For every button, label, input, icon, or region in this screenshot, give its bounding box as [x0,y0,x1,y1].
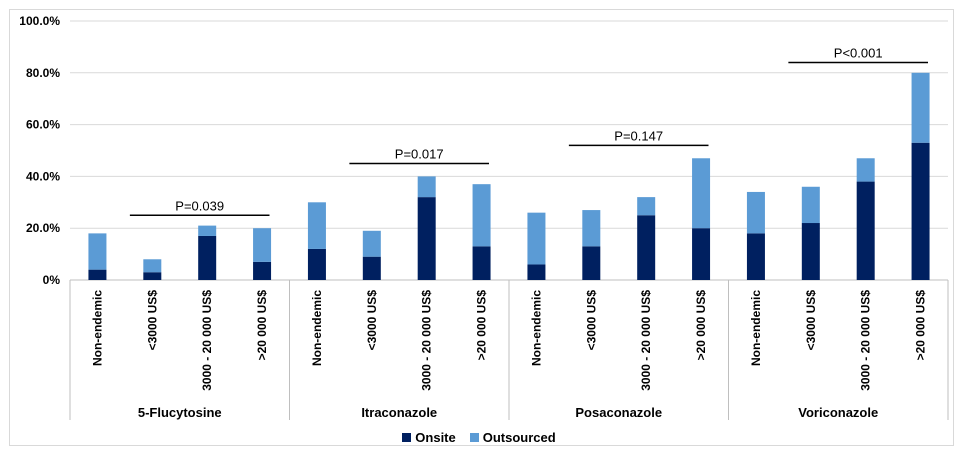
x-tick-label: <3000 US$ [145,290,159,351]
bar-outsourced [746,191,765,234]
y-tick-label: 20.0% [26,221,60,235]
x-tick-label: <3000 US$ [365,290,379,351]
bar-onsite [911,142,930,280]
bar-onsite [582,246,601,280]
bar-onsite [472,246,491,280]
bar-onsite [527,264,546,280]
p-value-label: P=0.017 [395,146,444,161]
y-tick-label: 40.0% [26,169,60,183]
x-tick-label: 3000 - 20 000 US$ [639,290,653,391]
legend-item-onsite: Onsite [402,429,456,445]
x-tick-label: >20 000 US$ [475,290,489,361]
bar-outsourced [472,184,491,247]
p-value-label: P=0.039 [175,198,224,213]
y-tick-label: 0% [43,273,61,287]
y-tick-label: 80.0% [26,66,60,80]
bar-outsourced [198,225,217,236]
bar-onsite [88,269,107,280]
bar-outsourced [801,186,820,224]
p-value-label: P<0.001 [834,45,883,60]
bar-outsourced [417,176,436,198]
legend-swatch-outsourced [469,432,479,442]
bar-outsourced [582,210,601,247]
x-tick-label: >20 000 US$ [694,290,708,361]
bar-outsourced [307,202,326,249]
bar-onsite [362,256,381,280]
y-tick-label: 60.0% [26,118,60,132]
group-label: Itraconazole [361,405,437,420]
x-tick-label: Non-endemic [310,290,324,366]
bar-outsourced [88,233,107,270]
bar-onsite [637,215,656,280]
legend-label-onsite: Onsite [415,429,456,445]
bar-onsite [746,233,765,280]
bar-onsite [143,272,162,280]
legend-swatch-onsite [402,432,412,442]
x-tick-label: <3000 US$ [584,290,598,351]
bar-onsite [801,223,820,280]
group-label: Posaconazole [575,405,662,420]
legend-item-outsourced: Outsourced [469,429,556,445]
x-tick-label: 3000 - 20 000 US$ [200,290,214,391]
bar-onsite [692,228,711,280]
bar-outsourced [692,158,711,229]
x-tick-label: 3000 - 20 000 US$ [859,290,873,391]
bar-outsourced [637,197,656,216]
x-tick-label: >20 000 US$ [914,290,928,361]
x-tick-label: <3000 US$ [804,290,818,351]
x-tick-label: >20 000 US$ [255,290,269,361]
bar-onsite [198,235,217,280]
x-tick-label: Non-endemic [749,290,763,366]
bar-onsite [417,197,436,280]
bar-outsourced [911,72,930,143]
bar-outsourced [143,259,162,273]
y-tick-label: 100.0% [19,14,60,28]
bar-onsite [856,181,875,280]
bar-outsourced [527,212,546,265]
x-tick-label: Non-endemic [529,290,543,366]
group-label: Voriconazole [798,405,878,420]
group-label: 5-Flucytosine [138,405,222,420]
p-value-label: P=0.147 [614,128,663,143]
bar-outsourced [362,230,381,257]
bar-outsourced [856,158,875,182]
legend: Onsite Outsourced [0,428,958,446]
x-tick-label: 3000 - 20 000 US$ [420,290,434,391]
legend-label-outsourced: Outsourced [482,429,556,445]
bar-onsite [307,248,326,280]
bar-onsite [253,261,272,280]
x-tick-label: Non-endemic [90,290,104,366]
bar-outsourced [253,228,272,262]
